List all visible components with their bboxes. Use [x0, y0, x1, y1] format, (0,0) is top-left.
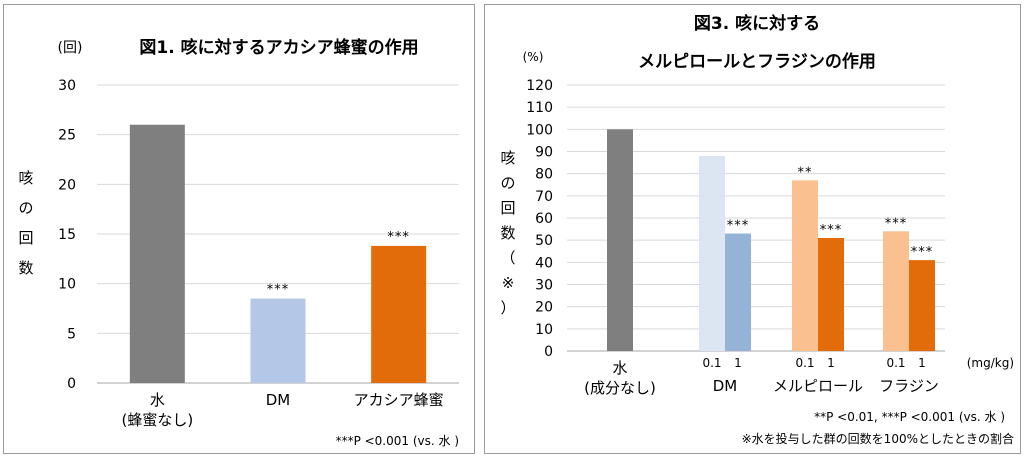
- x-category-label: DM: [266, 391, 291, 409]
- y-tick-label: 100: [526, 122, 553, 138]
- y-tick-label: 25: [58, 128, 76, 144]
- x-group-label-line2: (成分なし): [584, 379, 656, 397]
- y-tick-label: 70: [535, 189, 553, 205]
- significance-mark: ***: [820, 223, 843, 238]
- y-axis-label-char: ※: [502, 274, 515, 292]
- footnote: ***P <0.001 (vs. 水 ): [336, 434, 459, 448]
- y-axis-label-char: の: [500, 174, 515, 192]
- y-axis-label-char: 回: [18, 229, 33, 247]
- chart-title-line2: メルピロールとフラジンの作用: [638, 51, 876, 72]
- y-tick-label: 15: [58, 227, 76, 243]
- x-category-label: アカシア蜂蜜: [354, 391, 444, 409]
- y-tick-label: 5: [67, 326, 76, 342]
- significance-mark: ***: [387, 230, 410, 245]
- dose-label: 0.1: [795, 356, 814, 370]
- y-tick-label: 40: [535, 255, 553, 271]
- significance-mark: ***: [727, 219, 750, 234]
- significance-mark: ***: [267, 283, 290, 298]
- significance-mark: **: [798, 165, 813, 180]
- footnote-1: **P <0.01, ***P <0.001 (vs. 水 ): [814, 410, 1005, 424]
- x-group-label: メルピロール: [773, 377, 863, 395]
- x-group-label: フラジン: [879, 377, 939, 395]
- dose-unit: (mg/kg): [967, 356, 1014, 370]
- dose-label: 1: [827, 356, 835, 370]
- y-tick-label: 10: [58, 277, 76, 293]
- y-axis-label-char: の: [18, 199, 33, 217]
- dose-label: 0.1: [886, 356, 905, 370]
- y-tick-label: 10: [535, 322, 553, 338]
- bar: [818, 237, 844, 351]
- y-tick-label: 30: [535, 278, 553, 294]
- y-axis-unit: (回): [58, 40, 83, 56]
- bar: [883, 231, 909, 351]
- y-axis-label-char: 咳: [500, 149, 515, 167]
- significance-mark: ***: [911, 245, 934, 260]
- y-tick-label: 80: [535, 167, 553, 183]
- y-axis-label-char: 数: [500, 224, 515, 242]
- bar: [129, 124, 185, 383]
- y-tick-label: 20: [535, 300, 553, 316]
- y-tick-label: 20: [58, 177, 76, 193]
- x-group-label: 水: [612, 359, 627, 377]
- dose-label: 1: [918, 356, 926, 370]
- bar: [792, 180, 818, 351]
- y-axis-label-char: （: [500, 249, 515, 267]
- significance-mark: ***: [885, 216, 908, 231]
- x-category-label-line2: (蜂蜜なし): [121, 411, 193, 429]
- y-axis-unit: (%): [523, 50, 544, 64]
- y-axis-label-char: 咳: [18, 169, 33, 187]
- y-tick-label: 120: [526, 78, 553, 94]
- bar: [250, 298, 306, 383]
- x-group-label: DM: [713, 377, 738, 395]
- chart-panel-3: 図3. 咳に対するメルピロールとフラジンの作用 (%) 0 10 20 30 40 50 60 7…: [484, 4, 1021, 454]
- y-axis-label-char: ）: [500, 299, 515, 317]
- bar: [607, 129, 633, 351]
- y-axis-label-char: 回: [500, 199, 515, 217]
- y-tick-label: 90: [535, 145, 553, 161]
- footnote-2: ※水を投与した群の回数を100%としたときの割合: [742, 431, 1014, 446]
- y-tick-label: 0: [67, 376, 76, 392]
- y-tick-label: 110: [526, 100, 553, 116]
- y-tick-label: 0: [544, 344, 553, 360]
- chart-title-line1: 図3. 咳に対する: [694, 13, 820, 34]
- dose-label: 1: [734, 356, 742, 370]
- y-tick-label: 30: [58, 78, 76, 94]
- y-tick-label: 60: [535, 211, 553, 227]
- bar: [725, 233, 751, 351]
- bar: [909, 260, 935, 351]
- bar: [371, 245, 427, 383]
- dose-label: 0.1: [702, 356, 721, 370]
- x-category-label: 水: [150, 391, 165, 409]
- bar: [699, 155, 725, 351]
- chart-title: 図1. 咳に対するアカシア蜂蜜の作用: [139, 37, 418, 58]
- y-tick-label: 50: [535, 233, 553, 249]
- chart-panel-1: 図1. 咳に対するアカシア蜂蜜の作用 (回) 0 5 10 15 20 25 30 咳の回数水 (蜂…: [3, 4, 475, 454]
- y-axis-label-char: 数: [18, 259, 33, 277]
